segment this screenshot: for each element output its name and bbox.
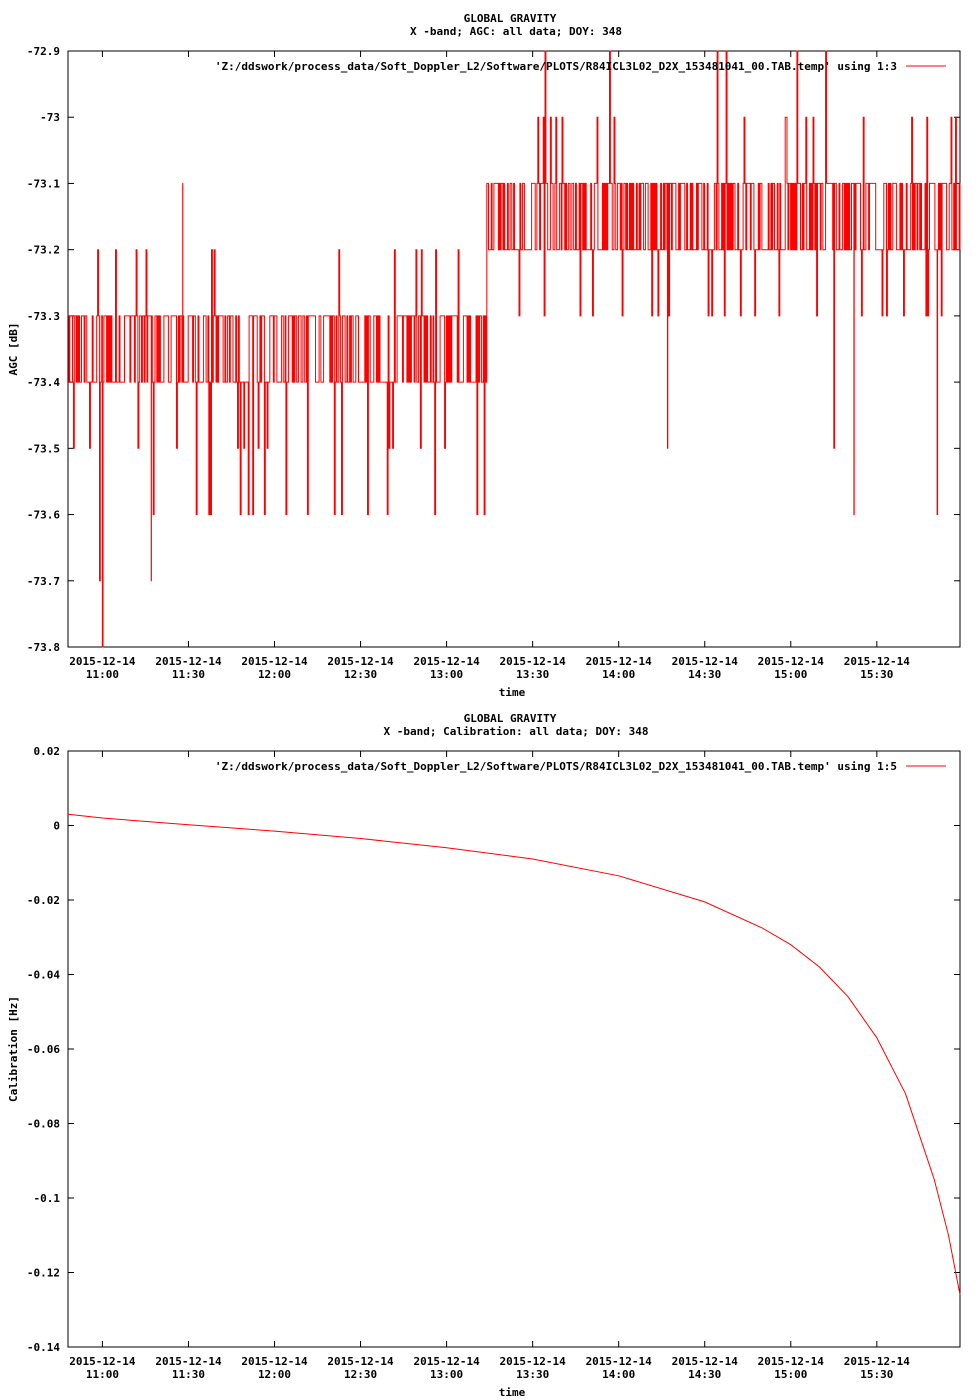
x-tick-time-label: 11:30 [172, 1368, 205, 1381]
x-tick-date-label: 2015-12-14 [69, 655, 136, 668]
y-tick-label: -72.9 [27, 45, 60, 58]
plot-frame [67, 750, 961, 1348]
x-tick-date-label: 2015-12-14 [413, 1355, 480, 1368]
calibration-series-line [67, 813, 961, 1295]
x-tick-date-label: 2015-12-14 [586, 655, 653, 668]
x-tick-date-label: 2015-12-14 [844, 655, 911, 668]
x-tick-time-label: 12:00 [258, 1368, 291, 1381]
x-tick-date-label: 2015-12-14 [327, 1355, 394, 1368]
x-tick-date-label: 2015-12-14 [69, 1355, 136, 1368]
y-axis-ticks: -72.9 -73 -73.1 -73.2 -73.3 -73.4 -73.5 -73.6 -7… [27, 45, 960, 654]
x-tick-date-label: 2015-12-14 [500, 655, 567, 668]
y-tick-label: 0.02 [34, 745, 61, 758]
y-tick-label: 0 [53, 820, 60, 833]
x-tick-time-label: 15:00 [774, 668, 807, 681]
y-tick-label: -73.1 [27, 177, 60, 190]
x-tick-date-label: 2015-12-14 [586, 1355, 653, 1368]
y-tick-label: -73.2 [27, 244, 60, 257]
x-tick-date-label: 2015-12-14 [413, 655, 480, 668]
x-tick-time-label: 12:00 [258, 668, 291, 681]
y-tick-label: -0.06 [27, 1043, 60, 1056]
agc-data-series [68, 50, 961, 648]
x-tick-date-label: 2015-12-14 [155, 1355, 222, 1368]
y-tick-label: -73.5 [27, 442, 60, 455]
x-tick-date-label: 2015-12-14 [155, 655, 222, 668]
plot-frame [67, 50, 961, 648]
x-tick-time-label: 13:30 [516, 668, 549, 681]
legend-label: 'Z:/ddswork/process_data/Soft_Doppler_L2… [215, 60, 897, 73]
y-axis-label: AGC [dB] [7, 323, 20, 376]
y-tick-label: -73.6 [27, 509, 60, 522]
x-tick-date-label: 2015-12-14 [500, 1355, 567, 1368]
x-tick-time-label: 13:30 [516, 1368, 549, 1381]
y-tick-label: -0.02 [27, 894, 60, 907]
y-tick-label: -0.12 [27, 1267, 60, 1280]
y-tick-label: -0.14 [27, 1341, 60, 1354]
x-tick-date-label: 2015-12-14 [672, 1355, 739, 1368]
x-tick-date-label: 2015-12-14 [241, 1355, 308, 1368]
x-tick-date-label: 2015-12-14 [327, 655, 394, 668]
x-tick-time-label: 13:00 [430, 1368, 463, 1381]
y-axis-ticks: 0.02 0 -0.02 -0.04 -0.06 -0.08 -0.1 -0.12 -0.14 [27, 745, 960, 1354]
calibration-data-series [67, 813, 961, 1295]
x-tick-time-label: 11:30 [172, 668, 205, 681]
chart-title: GLOBAL GRAVITY [464, 12, 557, 25]
y-tick-label: -73.3 [27, 310, 60, 323]
x-tick-date-label: 2015-12-14 [758, 1355, 825, 1368]
y-axis-label: Calibration [Hz] [7, 996, 20, 1102]
x-tick-date-label: 2015-12-14 [758, 655, 825, 668]
chart-title: GLOBAL GRAVITY [464, 712, 557, 725]
calibration-chart: GLOBAL GRAVITY X -band; Calibration: all… [7, 712, 961, 1399]
x-tick-time-label: 14:00 [602, 668, 635, 681]
x-tick-time-label: 14:30 [688, 668, 721, 681]
x-tick-time-label: 13:00 [430, 668, 463, 681]
y-tick-label: -73.4 [27, 376, 60, 389]
x-axis-ticks: 2015-12-1411:002015-12-1411:302015-12-14… [69, 751, 910, 1381]
y-tick-label: -0.08 [27, 1118, 60, 1131]
x-tick-date-label: 2015-12-14 [844, 1355, 911, 1368]
x-tick-date-label: 2015-12-14 [241, 655, 308, 668]
x-tick-time-label: 12:30 [344, 668, 377, 681]
agc-chart: GLOBAL GRAVITY X -band; AGC: all data; D… [7, 12, 961, 699]
x-axis-label: time [499, 1386, 526, 1399]
x-axis-ticks: 2015-12-1411:002015-12-1411:302015-12-14… [69, 51, 910, 681]
y-tick-label: -0.1 [34, 1192, 61, 1205]
x-tick-time-label: 11:00 [86, 1368, 119, 1381]
x-tick-time-label: 15:00 [774, 1368, 807, 1381]
x-tick-time-label: 15:30 [860, 668, 893, 681]
chart-subtitle: X -band; AGC: all data; DOY: 348 [410, 25, 622, 38]
x-axis-label: time [499, 686, 526, 699]
x-tick-date-label: 2015-12-14 [672, 655, 739, 668]
y-tick-label: -73.8 [27, 641, 60, 654]
x-tick-time-label: 14:00 [602, 1368, 635, 1381]
y-tick-label: -0.04 [27, 969, 60, 982]
x-tick-time-label: 12:30 [344, 1368, 377, 1381]
x-tick-time-label: 14:30 [688, 1368, 721, 1381]
chart-subtitle: X -band; Calibration: all data; DOY: 348 [384, 725, 649, 738]
y-tick-label: -73 [40, 111, 60, 124]
x-tick-time-label: 15:30 [860, 1368, 893, 1381]
legend-label: 'Z:/ddswork/process_data/Soft_Doppler_L2… [215, 760, 897, 773]
agc-series-line [68, 50, 961, 648]
x-tick-time-label: 11:00 [86, 668, 119, 681]
y-tick-label: -73.7 [27, 575, 60, 588]
